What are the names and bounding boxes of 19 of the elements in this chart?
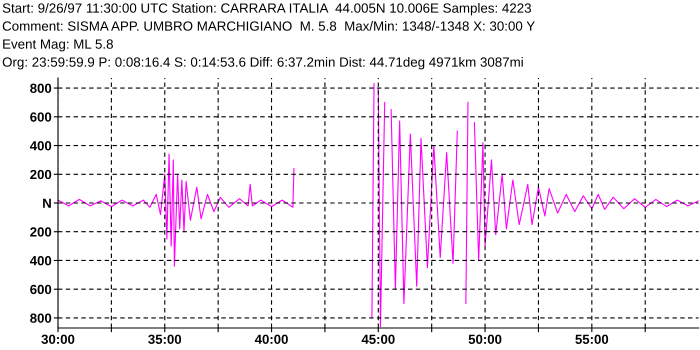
y-tick-label: 800: [30, 84, 52, 93]
y-tick-label: N: [43, 198, 51, 208]
x-tick-label: 50:00: [468, 334, 502, 344]
y-tick-label: 800: [30, 314, 52, 323]
chart-subtitle: Comment: SISMA APP. UMBRO MARCHIGIANO M. 5.8 Max/Min: 1348/-1348 X: 30:00 Y: [2, 21, 535, 31]
y-tick-label: 200: [30, 170, 52, 180]
x-tick-label: 40:00: [254, 334, 288, 344]
chart-title: Start: 9/26/97 11:30:00 UTC Station: CARRARA ITALIA 44.005N 10.006E Samples: 4223: [2, 3, 531, 16]
x-tick-label: 35:00: [148, 334, 182, 344]
y-tick-label: 200: [30, 227, 52, 237]
x-tick-label: 30:00: [41, 334, 74, 344]
x-tick-label: 45:00: [362, 334, 395, 344]
y-tick-label: 400: [30, 256, 52, 266]
y-tick-label: 400: [30, 141, 52, 150]
y-tick-label: 600: [30, 112, 52, 122]
y-tick-label: 600: [30, 284, 52, 294]
text: Event Mag: ML 5.8: [3, 39, 113, 52]
text: Org: 23:59:59.9 P: 0:08:16.4 S: 0:14:53.6 Diff: 6:37.2min Dist: 44.71deg 4971km 3087mi: [2, 57, 523, 70]
x-tick-label: 55:00: [575, 334, 608, 344]
